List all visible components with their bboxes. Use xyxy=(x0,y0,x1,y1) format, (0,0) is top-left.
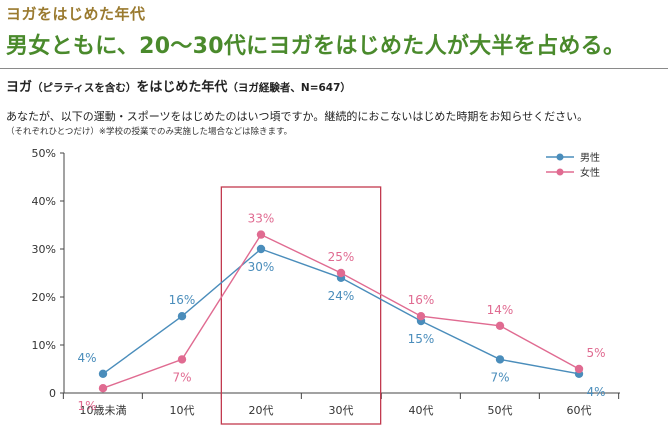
x-tick-label: 50代 xyxy=(488,404,513,417)
data-label-female: 14% xyxy=(487,303,514,317)
headline: 男女ともに、20～30代にヨガをはじめた人が大半を占める。 xyxy=(6,34,626,59)
data-label-female: 5% xyxy=(586,346,605,360)
data-point-female xyxy=(256,230,266,239)
data-label-female: 25% xyxy=(328,250,355,264)
x-tick-label: 40代 xyxy=(409,404,434,417)
data-point-female xyxy=(495,321,505,330)
data-label-male: 24% xyxy=(328,289,355,303)
chart-title-main: ヨガ xyxy=(6,80,33,95)
data-point-female xyxy=(574,364,584,374)
data-label-male: 15% xyxy=(408,332,435,346)
survey-question: あなたが、以下の運動・スポーツをはじめたのはいつ頃ですか。継続的におこないはじめ… xyxy=(6,110,589,123)
data-point-female xyxy=(98,384,108,393)
x-tick-label: 60代 xyxy=(567,404,592,417)
data-label-female: 16% xyxy=(408,293,435,307)
y-tick-label: 10% xyxy=(32,339,56,352)
y-tick-label: 20% xyxy=(32,291,56,304)
data-label-male: 4% xyxy=(77,351,96,365)
chart-title: ヨガ（ピラティスを含む）をはじめた年代（ヨガ経験者、N=647） xyxy=(6,76,351,95)
y-tick-label: 0 xyxy=(49,387,56,400)
y-tick-label: 50% xyxy=(32,147,56,160)
data-point-female xyxy=(336,268,346,278)
divider xyxy=(0,68,668,69)
data-point-female xyxy=(416,312,426,321)
data-label-male: 4% xyxy=(586,385,605,399)
data-label-male: 30% xyxy=(248,260,275,274)
x-tick-label: 30代 xyxy=(329,404,354,417)
chart-title-paren2: （ヨガ経験者、N=647） xyxy=(227,82,351,94)
data-label-male: 7% xyxy=(490,370,509,384)
x-tick-label: 10歳未満 xyxy=(80,404,127,417)
data-point-male xyxy=(177,312,187,321)
data-point-male xyxy=(98,369,108,378)
y-tick-label: 40% xyxy=(32,195,56,208)
legend-label-female: 女性 xyxy=(580,166,600,179)
y-tick-label: 30% xyxy=(32,243,56,256)
data-label-female: 1% xyxy=(77,399,96,413)
x-tick-label: 10代 xyxy=(170,404,195,417)
x-tick-label: 20代 xyxy=(249,404,274,417)
data-label-female: 33% xyxy=(248,212,275,226)
data-point-male xyxy=(256,244,266,254)
chart-title-paren1: （ピラティスを含む） xyxy=(32,82,137,94)
data-point-female xyxy=(177,355,187,364)
legend-label-male: 男性 xyxy=(580,151,600,164)
chart-title-mid: をはじめた年代 xyxy=(136,80,228,95)
highlight-box xyxy=(220,186,382,425)
survey-note: （それぞれひとつだけ）※学校の授業でのみ実施した場合などは除きます。 xyxy=(6,127,293,137)
legend-marker-female xyxy=(556,168,564,176)
legend-marker-male xyxy=(556,153,564,161)
data-label-female: 7% xyxy=(172,370,191,384)
data-label-male: 16% xyxy=(169,293,196,307)
kicker-title: ヨガをはじめた年代 xyxy=(6,5,146,23)
data-point-male xyxy=(495,355,505,364)
